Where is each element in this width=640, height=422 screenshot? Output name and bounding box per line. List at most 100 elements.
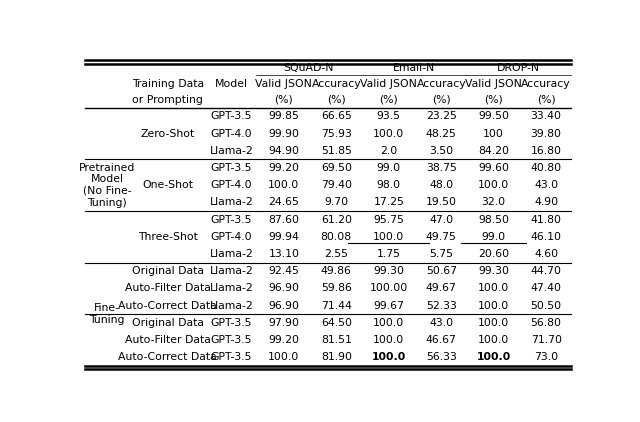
Text: 87.60: 87.60 [268,214,300,225]
Text: 84.20: 84.20 [478,146,509,156]
Text: 96.90: 96.90 [268,284,300,293]
Text: 69.50: 69.50 [321,163,352,173]
Text: 79.40: 79.40 [321,180,352,190]
Text: 93.5: 93.5 [377,111,401,121]
Text: Llama-2: Llama-2 [209,197,253,207]
Text: 3.50: 3.50 [429,146,453,156]
Text: Accuracy: Accuracy [417,79,466,89]
Text: Auto-Correct Data: Auto-Correct Data [118,352,217,362]
Text: GPT-4.0: GPT-4.0 [211,180,252,190]
Text: 99.20: 99.20 [268,163,300,173]
Text: 81.51: 81.51 [321,335,352,345]
Text: Llama-2: Llama-2 [209,146,253,156]
Text: 46.67: 46.67 [426,335,457,345]
Text: SQuAD-N: SQuAD-N [284,63,334,73]
Text: (%): (%) [380,95,398,105]
Text: Llama-2: Llama-2 [209,249,253,259]
Text: 24.65: 24.65 [268,197,300,207]
Text: 17.25: 17.25 [373,197,404,207]
Text: 4.60: 4.60 [534,249,558,259]
Text: 99.67: 99.67 [373,300,404,311]
Text: 100.0: 100.0 [372,352,406,362]
Text: 50.67: 50.67 [426,266,457,276]
Text: (%): (%) [275,95,293,105]
Text: Valid JSON: Valid JSON [360,79,417,89]
Text: 97.90: 97.90 [268,318,300,328]
Text: DROP-N: DROP-N [497,63,540,73]
Text: 100: 100 [483,129,504,138]
Text: 13.10: 13.10 [268,249,300,259]
Text: 99.60: 99.60 [478,163,509,173]
Text: 48.0: 48.0 [429,180,453,190]
Text: 41.80: 41.80 [531,214,562,225]
Text: 2.55: 2.55 [324,249,348,259]
Text: GPT-3.5: GPT-3.5 [211,335,252,345]
Text: 99.20: 99.20 [268,335,300,345]
Text: 39.80: 39.80 [531,129,562,138]
Text: Zero-Shot: Zero-Shot [141,129,195,138]
Text: GPT-4.0: GPT-4.0 [211,232,252,242]
Text: 100.0: 100.0 [373,129,404,138]
Text: 100.00: 100.00 [370,284,408,293]
Text: Pretrained
Model
(No Fine-
Tuning): Pretrained Model (No Fine- Tuning) [79,163,135,208]
Text: 2.0: 2.0 [380,146,397,156]
Text: Fine-
Tuning: Fine- Tuning [90,303,125,325]
Text: 94.90: 94.90 [268,146,300,156]
Text: 19.50: 19.50 [426,197,457,207]
Text: Llama-2: Llama-2 [209,300,253,311]
Text: 98.0: 98.0 [377,180,401,190]
Text: Accuracy: Accuracy [522,79,571,89]
Text: 47.40: 47.40 [531,284,562,293]
Text: GPT-3.5: GPT-3.5 [211,318,252,328]
Text: 20.60: 20.60 [478,249,509,259]
Text: Accuracy: Accuracy [312,79,361,89]
Text: 16.80: 16.80 [531,146,562,156]
Text: 56.33: 56.33 [426,352,457,362]
Text: 100.0: 100.0 [478,284,509,293]
Text: 100.0: 100.0 [373,232,404,242]
Text: 64.50: 64.50 [321,318,352,328]
Text: 100.0: 100.0 [373,318,404,328]
Text: 49.67: 49.67 [426,284,457,293]
Text: 99.0: 99.0 [482,232,506,242]
Text: Original Data: Original Data [132,266,204,276]
Text: 99.85: 99.85 [268,111,300,121]
Text: 75.93: 75.93 [321,129,352,138]
Text: 96.90: 96.90 [268,300,300,311]
Text: Model: Model [215,79,248,89]
Text: 99.30: 99.30 [478,266,509,276]
Text: 43.0: 43.0 [429,318,453,328]
Text: GPT-3.5: GPT-3.5 [211,111,252,121]
Text: 81.90: 81.90 [321,352,352,362]
Text: 100.0: 100.0 [477,352,511,362]
Text: Training Data: Training Data [132,79,204,89]
Text: (%): (%) [537,95,556,105]
Text: or Prompting: or Prompting [132,95,204,105]
Text: 99.0: 99.0 [377,163,401,173]
Text: 71.70: 71.70 [531,335,562,345]
Text: (%): (%) [327,95,346,105]
Text: 43.0: 43.0 [534,180,558,190]
Text: 23.25: 23.25 [426,111,457,121]
Text: 59.86: 59.86 [321,284,352,293]
Text: GPT-3.5: GPT-3.5 [211,214,252,225]
Text: GPT-3.5: GPT-3.5 [211,163,252,173]
Text: One-Shot: One-Shot [142,180,193,190]
Text: 4.90: 4.90 [534,197,558,207]
Text: 100.0: 100.0 [268,352,300,362]
Text: 32.0: 32.0 [482,197,506,207]
Text: Auto-Correct Data: Auto-Correct Data [118,300,217,311]
Text: 99.50: 99.50 [478,111,509,121]
Text: Llama-2: Llama-2 [209,284,253,293]
Text: GPT-4.0: GPT-4.0 [211,129,252,138]
Text: 51.85: 51.85 [321,146,352,156]
Text: 99.30: 99.30 [373,266,404,276]
Text: 95.75: 95.75 [373,214,404,225]
Text: 9.70: 9.70 [324,197,348,207]
Text: 5.75: 5.75 [429,249,453,259]
Text: 50.50: 50.50 [531,300,562,311]
Text: Auto-Filter Data: Auto-Filter Data [125,284,211,293]
Text: 100.0: 100.0 [268,180,300,190]
Text: 99.90: 99.90 [268,129,300,138]
Text: 56.80: 56.80 [531,318,562,328]
